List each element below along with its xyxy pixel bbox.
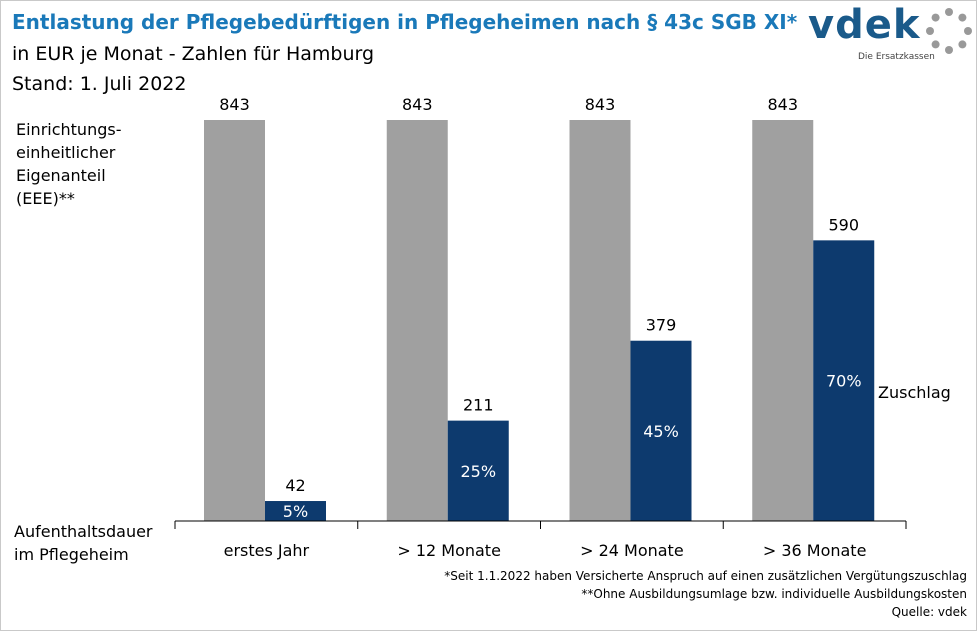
zuschlag-value-label: 590	[828, 215, 859, 234]
zuschlag-bar	[265, 501, 326, 521]
eee-axis-label: Einrichtungs- einheitlicher Eigenanteil …	[16, 118, 176, 210]
eee-value-label: 843	[402, 95, 433, 114]
eee-bar	[752, 120, 814, 521]
category-label: > 36 Monate	[763, 541, 867, 560]
vdek-logo: vdek Die Ersatzkassen	[808, 2, 973, 68]
eee-bar	[204, 120, 265, 521]
logo-ring-icon	[926, 8, 972, 54]
chart-subtitle-date: Stand: 1. Juli 2022	[12, 73, 187, 95]
logo-wordmark: vdek	[808, 2, 921, 48]
eee-label-line: (EEE)**	[16, 189, 75, 208]
zuschlag-percent-label: 70%	[826, 372, 862, 391]
eee-bar	[569, 120, 631, 521]
eee-value-label: 843	[585, 95, 616, 114]
zuschlag-percent-label: 45%	[643, 422, 679, 441]
zuschlag-value-label: 211	[463, 396, 494, 415]
eee-bar	[386, 120, 448, 521]
zuschlag-value-label: 379	[646, 316, 677, 335]
zuschlag-bar	[630, 340, 692, 521]
eee-value-label: 843	[767, 95, 798, 114]
zuschlag-percent-label: 5%	[283, 502, 308, 521]
zuschlag-bar	[813, 240, 875, 521]
duration-axis-label: Aufenthaltsdauer im Pflegeheim	[14, 520, 153, 566]
footnote-surcharge: *Seit 1.1.2022 haben Versicherte Anspruc…	[444, 569, 967, 583]
zuschlag-bar	[447, 420, 509, 521]
chart-title: Entlastung der Pflegebedürftigen in Pfle…	[12, 10, 798, 34]
category-label: > 24 Monate	[580, 541, 684, 560]
category-label: erstes Jahr	[224, 541, 310, 560]
duration-label-line: im Pflegeheim	[14, 545, 129, 564]
eee-label-line: Einrichtungs-	[16, 120, 122, 139]
footnote-training-costs: **Ohne Ausbildungsumlage bzw. individuel…	[581, 587, 967, 601]
category-label: > 12 Monate	[397, 541, 501, 560]
footnote-source: Quelle: vdek	[891, 605, 967, 619]
logo-tagline: Die Ersatzkassen	[858, 52, 935, 62]
zuschlag-percent-label: 25%	[460, 462, 496, 481]
eee-value-label: 843	[219, 95, 250, 114]
duration-label-line: Aufenthaltsdauer	[14, 522, 153, 541]
eee-label-line: einheitlicher	[16, 143, 116, 162]
zuschlag-value-label: 42	[285, 476, 305, 495]
chart-subtitle-unit: in EUR je Monat - Zahlen für Hamburg	[12, 43, 375, 65]
zuschlag-label: Zuschlag	[878, 383, 951, 402]
eee-label-line: Eigenanteil	[16, 166, 106, 185]
